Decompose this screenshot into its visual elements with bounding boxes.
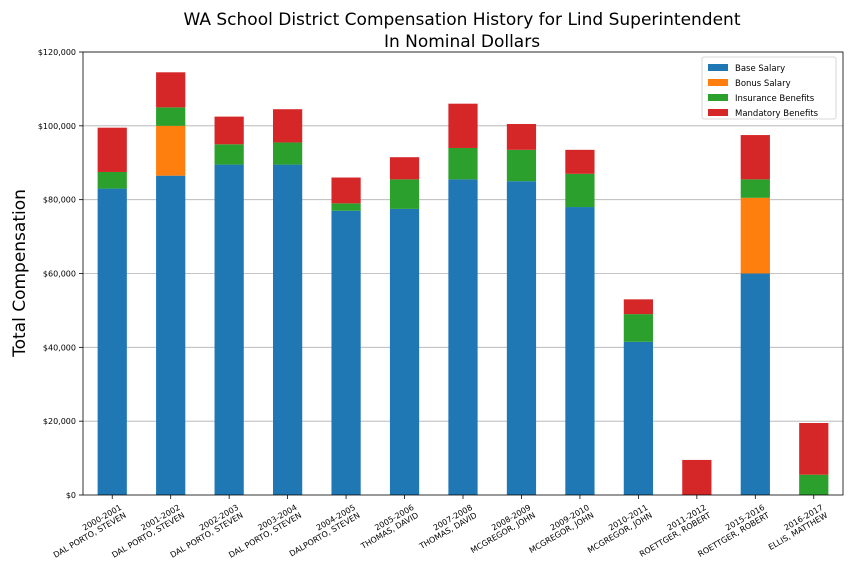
x-tick-label: 2016-2017ELLIS, MATTHEW: [762, 503, 829, 552]
bar-insurance-benefits: [565, 173, 595, 208]
bar-base-salary: [506, 181, 537, 496]
bar-mandatory-benefits: [273, 109, 303, 143]
bar-mandatory-benefits: [506, 123, 537, 150]
bar-base-salary: [97, 188, 127, 495]
y-tick-label: $20,000: [43, 417, 76, 426]
bar-bonus-salary: [740, 197, 770, 274]
bar-mandatory-benefits: [565, 149, 595, 174]
legend-label: Mandatory Benefits: [735, 109, 819, 119]
bar-insurance-benefits: [740, 179, 770, 198]
legend-swatch: [708, 79, 728, 86]
y-tick-label: $80,000: [43, 196, 76, 205]
y-tick-label: $60,000: [43, 270, 76, 279]
bar-insurance-benefits: [331, 203, 361, 211]
bar-insurance-benefits: [448, 147, 478, 180]
bar-insurance-benefits: [799, 474, 829, 495]
legend: Base Salary Bonus Salary Insurance Benefit…: [701, 56, 837, 120]
legend-swatch: [708, 64, 728, 71]
x-tick-label: 2007-2008THOMAS, DAVID: [413, 503, 479, 551]
bar-mandatory-benefits: [448, 103, 478, 148]
bar-insurance-benefits: [156, 107, 186, 126]
bar-insurance-benefits: [214, 144, 244, 165]
bar-insurance-benefits: [273, 142, 303, 165]
y-tick-label: $40,000: [43, 343, 76, 352]
bar-insurance-benefits: [623, 314, 653, 342]
y-tick-label: $120,000: [38, 48, 76, 57]
legend-label: Insurance Benefits: [735, 94, 815, 104]
bar-mandatory-benefits: [97, 127, 127, 172]
y-tick-label: $100,000: [38, 122, 76, 131]
bar-base-salary: [214, 164, 244, 496]
bar-mandatory-benefits: [214, 116, 244, 145]
bar-mandatory-benefits: [389, 157, 420, 180]
legend-label: Base Salary: [735, 64, 785, 74]
bar-insurance-benefits: [389, 179, 420, 209]
chart-subtitle: In Nominal Dollars: [384, 32, 540, 52]
bar-base-salary: [389, 208, 420, 496]
bar-mandatory-benefits: [623, 299, 653, 315]
x-tick-label: 2005-2006THOMAS, DAVID: [354, 503, 420, 551]
y-axis-label: Total Compensation: [10, 189, 30, 358]
chart-title: WA School District Compensation History …: [183, 10, 740, 30]
plot-frame: [82, 51, 844, 496]
bar-base-salary: [623, 341, 653, 495]
bar-mandatory-benefits: [156, 72, 186, 108]
bar-insurance-benefits: [506, 149, 537, 182]
bar-bonus-salary: [156, 125, 186, 176]
bar-base-salary: [331, 210, 361, 495]
bar-base-salary: [740, 273, 770, 495]
bar-mandatory-benefits: [740, 135, 770, 180]
bar-mandatory-benefits: [799, 423, 829, 475]
y-tick-label: $0: [66, 491, 76, 500]
x-tick-label: 2008-2009MCGREGOR, JOHN: [465, 503, 537, 555]
legend-label: Bonus Salary: [735, 79, 791, 89]
bar-base-salary: [565, 207, 595, 496]
bar-base-salary: [448, 179, 478, 496]
bars-layer: [97, 72, 829, 496]
bar-insurance-benefits: [97, 171, 127, 189]
bar-mandatory-benefits: [331, 177, 361, 204]
bar-mandatory-benefits: [682, 459, 712, 495]
x-tick-label: 2009-2010MCGREGOR, JOHN: [523, 503, 595, 555]
legend-swatch: [708, 109, 728, 116]
legend-box: [701, 56, 837, 120]
bar-base-salary: [273, 164, 303, 496]
bar-base-salary: [156, 175, 186, 495]
legend-swatch: [708, 94, 728, 101]
